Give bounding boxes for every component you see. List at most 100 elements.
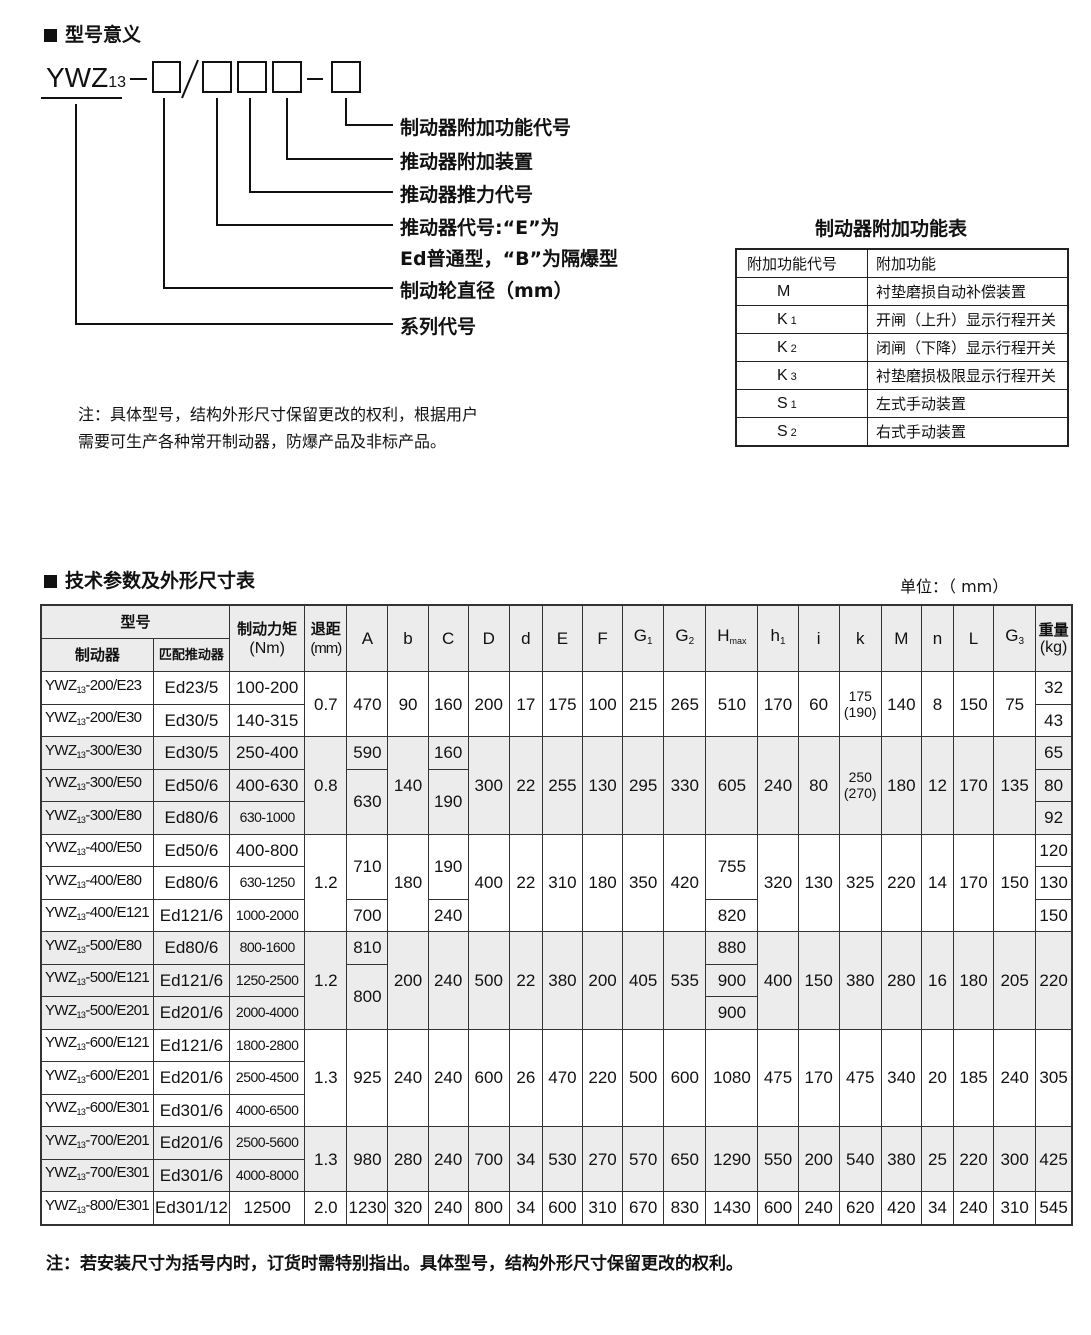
table-cell: 250 (270) — [838, 736, 882, 835]
table-cell: 43 — [1035, 703, 1073, 737]
table-cell: 100 — [581, 671, 624, 737]
table-cell: 470 — [541, 1028, 584, 1127]
table-cell: 925 — [346, 1028, 389, 1127]
brake-model: YWZ13-700/E301 — [40, 1158, 154, 1192]
header-dim-C: C — [427, 604, 469, 672]
model-note-line: 注：具体型号，结构外形尺寸保留更改的权利，根据用户 — [78, 405, 479, 424]
table-cell: 240 — [427, 1126, 469, 1192]
table-cell: 2.0 — [304, 1191, 348, 1225]
header-dim-k: k — [838, 604, 882, 672]
code-box — [272, 61, 302, 93]
table-cell: 130 — [1035, 866, 1073, 900]
table-cell: 510 — [705, 671, 759, 737]
table-row: YWZ13-500/E80 Ed80/6 800-1600 1.2 810 200 240 5… — [40, 931, 1073, 1030]
function-table-title: 制动器附加功能表 — [815, 218, 968, 240]
table-cell: 1.3 — [304, 1126, 348, 1192]
table-cell: 75 — [993, 671, 1037, 737]
table-row: YWZ13-400/E50 Ed50/6 400-800 1.2 710 180 190 40… — [40, 833, 1073, 932]
table-cell: 605 — [705, 736, 759, 835]
table-cell: 600 — [541, 1191, 584, 1225]
table-cell: 280 — [387, 1126, 429, 1192]
table-cell: 900 — [705, 996, 759, 1030]
header-dim-G2: G2 — [663, 604, 707, 672]
table-cell: 650 — [663, 1126, 707, 1192]
header-weight: 重量 (kg) — [1035, 604, 1073, 672]
table-cell: 32 — [1035, 671, 1073, 705]
table-cell: 420 — [880, 1191, 922, 1225]
table-cell: 190 — [427, 768, 469, 835]
actuator: Ed301/6 — [152, 1158, 231, 1192]
actuator: Ed50/6 — [152, 768, 231, 802]
table-cell: 425 — [1035, 1126, 1073, 1192]
spec-table-title: 技术参数及外形尺寸表 — [44, 566, 255, 593]
table-cell: 530 — [541, 1126, 584, 1192]
label-actuator-thrust: 推动器推力代号 — [400, 184, 534, 206]
brake-model: YWZ13-300/E50 — [40, 768, 154, 802]
label-brake-function-code: 制动器附加功能代号 — [400, 117, 572, 139]
table-row: YWZ13-400/E121 Ed121/6 1000-2000 700 240 820 1… — [40, 898, 1073, 932]
leader-line — [286, 98, 393, 160]
table-cell: 200 — [467, 671, 510, 737]
header-model: 型号 — [40, 604, 231, 639]
table-cell: 1.2 — [304, 833, 348, 932]
model-note: 注：具体型号，结构外形尺寸保留更改的权利，根据用户 需要可生产各种常开制动器，防… — [78, 401, 478, 455]
table-cell: 20 — [920, 1028, 954, 1127]
table-cell: 17 — [508, 671, 543, 737]
table-cell: 130 — [797, 833, 840, 932]
brake-model: YWZ13-400/E50 — [40, 833, 154, 867]
actuator: Ed30/5 — [152, 703, 231, 737]
brake-model: YWZ13-500/E201 — [40, 996, 154, 1030]
actuator: Ed201/6 — [152, 1061, 231, 1095]
model-meaning-title: 型号意义 — [44, 20, 141, 47]
table-cell: 900 — [705, 963, 759, 997]
table-cell: 150 — [797, 931, 840, 1030]
table-cell: 22 — [508, 833, 543, 932]
model-meaning-title-text: 型号意义 — [65, 24, 142, 46]
brake-model: YWZ13-600/E301 — [40, 1093, 154, 1127]
brake-model: YWZ13-300/E80 — [40, 801, 154, 835]
function-desc: 左式手动装置 — [867, 389, 1069, 418]
torque: 250-400 — [229, 736, 306, 770]
actuator: Ed201/6 — [152, 1126, 231, 1160]
actuator: Ed121/6 — [152, 898, 231, 932]
function-row: K 2 闭闸（下降）显示行程开关 — [735, 333, 1069, 362]
torque: 1250-2500 — [229, 963, 306, 997]
actuator: Ed50/6 — [152, 833, 231, 867]
code-box — [237, 61, 267, 93]
table-cell: 60 — [797, 671, 840, 737]
table-row: YWZ13-200/E23 Ed23/5 100-200 0.7 470 90 160 200… — [40, 671, 1073, 737]
function-code-text: K — [777, 366, 788, 384]
table-cell: 350 — [622, 833, 665, 932]
brake-model: YWZ13-600/E201 — [40, 1061, 154, 1095]
table-cell: 160 — [427, 736, 469, 770]
table-cell: 90 — [387, 671, 429, 737]
table-cell: 170 — [952, 833, 995, 932]
table-cell: 400 — [467, 833, 510, 932]
table-cell: 175 (190) — [838, 671, 882, 737]
table-cell: 240 — [757, 736, 799, 835]
function-desc: 衬垫磨损极限显示行程开关 — [867, 361, 1069, 390]
leader-line — [216, 98, 393, 226]
table-row: YWZ13-200/E30 Ed30/5 140-315 43 — [40, 703, 1073, 737]
table-cell: 240 — [387, 1028, 429, 1127]
table-row: YWZ13-500/E121 Ed121/6 1250-2500 800 900 — [40, 963, 1072, 1030]
table-cell: 380 — [838, 931, 882, 1030]
table-cell: 180 — [880, 736, 922, 835]
unit-label: 单位：（ mm） — [900, 577, 1009, 596]
function-code-sub: 2 — [790, 426, 797, 439]
table-cell: 255 — [541, 736, 584, 835]
leader-line — [75, 104, 393, 325]
table-cell: 500 — [622, 1028, 665, 1127]
table-cell: 265 — [663, 671, 707, 737]
brake-model: YWZ13-200/E30 — [40, 703, 154, 737]
table-cell: 810 — [346, 931, 389, 965]
actuator: Ed80/6 — [152, 801, 231, 835]
table-cell: 400 — [757, 931, 799, 1030]
table-cell: 150 — [952, 671, 995, 737]
leader-line — [345, 98, 393, 126]
leader-line — [163, 98, 393, 289]
table-cell: 220 — [581, 1028, 624, 1127]
torque: 1000-2000 — [229, 898, 306, 932]
